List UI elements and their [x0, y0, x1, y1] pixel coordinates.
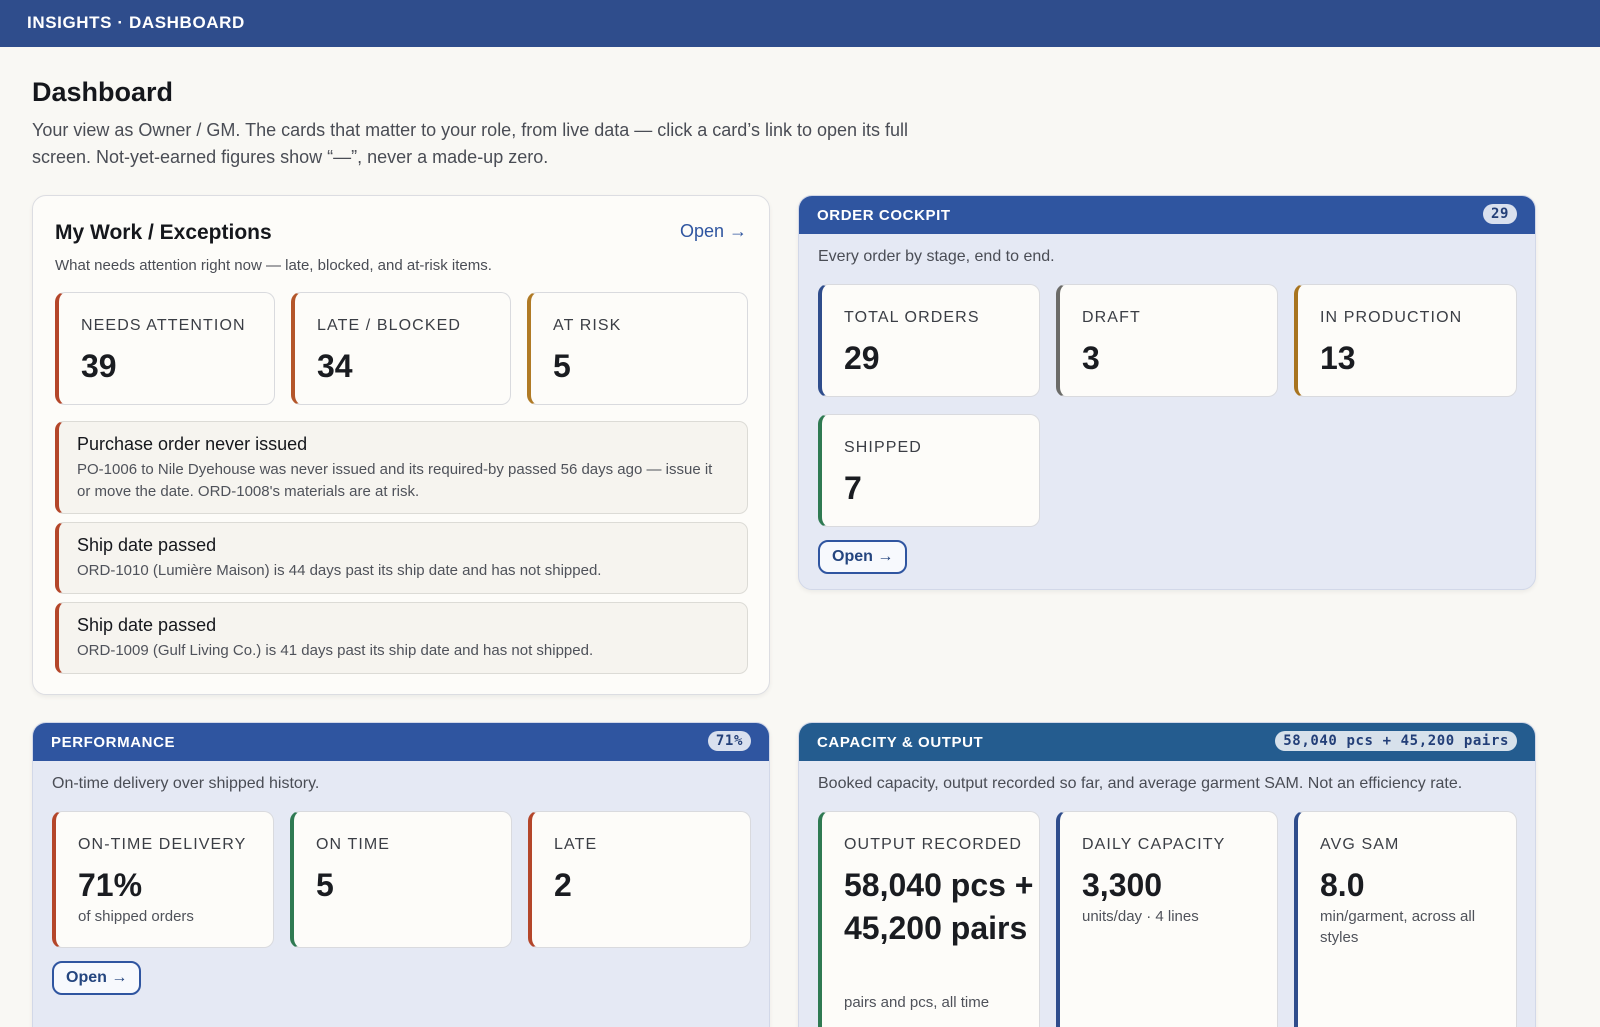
stat-label: ON-TIME DELIVERY [78, 836, 247, 853]
my-work-title: My Work / Exceptions [55, 221, 272, 244]
exception-item[interactable]: Ship date passed ORD-1009 (Gulf Living C… [55, 602, 748, 674]
stat-at-risk: AT RISK 5 [527, 292, 748, 405]
page-title: Dashboard [32, 77, 174, 107]
stat-value: 13 [1320, 340, 1356, 376]
stat-label: SHIPPED [844, 439, 922, 456]
stat-value: 7 [844, 470, 862, 506]
stat-value: 71% [78, 867, 143, 903]
stat-value: 29 [844, 340, 880, 376]
stat-in-production: IN PRODUCTION 13 [1294, 284, 1517, 397]
stat-label: LATE [554, 836, 598, 853]
stat-label: IN PRODUCTION [1320, 309, 1463, 326]
my-work-panel: My Work / Exceptions Open → What needs a… [32, 195, 770, 695]
stat-daily-capacity: DAILY CAPACITY 3,300 units/day · 4 lines [1056, 811, 1278, 1027]
order-count-badge: 29 [1482, 204, 1517, 224]
stat-avg-sam: AVG SAM 8.0 min/garment, across all styl… [1294, 811, 1517, 1027]
stat-label: ON TIME [316, 836, 391, 853]
exception-detail: ORD-1009 (Gulf Living Co.) is 41 days pa… [77, 642, 594, 659]
stat-output-recorded: OUTPUT RECORDED 58,040 pcs + 45,200 pair… [818, 811, 1040, 1027]
stat-label: DAILY CAPACITY [1082, 836, 1226, 853]
app-header: INSIGHTS · DASHBOARD [0, 0, 1600, 47]
stat-label: NEEDS ATTENTION [81, 317, 246, 334]
stat-value: 58,040 pcs + 45,200 pairs [844, 867, 1034, 946]
stat-on-time-delivery: ON-TIME DELIVERY 71% of shipped orders [52, 811, 274, 948]
stat-draft: DRAFT 3 [1056, 284, 1278, 397]
performance-title: PERFORMANCE [51, 734, 176, 751]
stat-late-blocked: LATE / BLOCKED 34 [291, 292, 511, 405]
page-subtitle: Your view as Owner / GM. The cards that … [32, 120, 909, 167]
stat-note: units/day · 4 lines [1082, 908, 1199, 925]
performance-header: PERFORMANCE 71% [33, 723, 769, 761]
stat-note: of shipped orders [78, 908, 194, 925]
stat-late: LATE 2 [528, 811, 751, 948]
stat-on-time: ON TIME 5 [290, 811, 512, 948]
stat-value: 8.0 [1320, 867, 1365, 903]
exception-title: Ship date passed [77, 615, 217, 635]
order-cockpit-open-button[interactable]: Open → [818, 540, 908, 574]
stat-label: LATE / BLOCKED [317, 317, 462, 334]
exception-title: Purchase order never issued [77, 434, 308, 454]
stat-label: OUTPUT RECORDED [844, 836, 1022, 853]
order-cockpit-description: Every order by stage, end to end. [818, 248, 1055, 265]
performance-panel: PERFORMANCE 71% On-time delivery over sh… [32, 722, 770, 1027]
stat-label: AVG SAM [1320, 836, 1400, 853]
exception-item[interactable]: Ship date passed ORD-1010 (Lumière Maiso… [55, 522, 748, 594]
my-work-description: What needs attention right now — late, b… [55, 257, 492, 274]
order-cockpit-header: ORDER COCKPIT 29 [799, 196, 1535, 234]
stat-value: 5 [316, 867, 334, 903]
stat-value: 34 [317, 348, 353, 384]
performance-open-button[interactable]: Open → [52, 961, 142, 995]
stat-total-orders: TOTAL ORDERS 29 [818, 284, 1040, 397]
exception-detail: ORD-1010 (Lumière Maison) is 44 days pas… [77, 562, 602, 579]
stat-value: 3 [1082, 340, 1100, 376]
stat-label: AT RISK [553, 317, 622, 334]
stat-value: 39 [81, 348, 117, 384]
order-cockpit-title: ORDER COCKPIT [817, 207, 951, 224]
stat-shipped: SHIPPED 7 [818, 414, 1040, 527]
capacity-header: CAPACITY & OUTPUT 58,040 pcs + 45,200 pa… [799, 723, 1535, 761]
stat-value: 2 [554, 867, 572, 903]
app-title: INSIGHTS · DASHBOARD [27, 13, 245, 32]
capacity-title: CAPACITY & OUTPUT [817, 734, 984, 751]
stat-note: pairs and pcs, all time [844, 994, 990, 1011]
stat-note: min/garment, across all styles [1320, 908, 1476, 946]
stat-value: 3,300 [1082, 867, 1163, 903]
my-work-open-link[interactable]: Open → [679, 221, 747, 241]
performance-badge: 71% [707, 731, 751, 751]
exception-item[interactable]: Purchase order never issued PO-1006 to N… [55, 421, 748, 514]
exception-detail: PO-1006 to Nile Dyehouse was never issue… [77, 461, 713, 500]
stat-label: TOTAL ORDERS [844, 309, 980, 326]
capacity-description: Booked capacity, output recorded so far,… [818, 775, 1463, 792]
performance-description: On-time delivery over shipped history. [52, 775, 320, 792]
stat-label: DRAFT [1082, 309, 1141, 326]
stat-value: 5 [553, 348, 571, 384]
order-cockpit-panel: ORDER COCKPIT 29 Every order by stage, e… [798, 195, 1536, 590]
exception-title: Ship date passed [77, 535, 217, 555]
capacity-panel: CAPACITY & OUTPUT 58,040 pcs + 45,200 pa… [798, 722, 1536, 1027]
stat-needs-attention: NEEDS ATTENTION 39 [55, 292, 275, 405]
capacity-badge: 58,040 pcs + 45,200 pairs [1275, 731, 1517, 751]
